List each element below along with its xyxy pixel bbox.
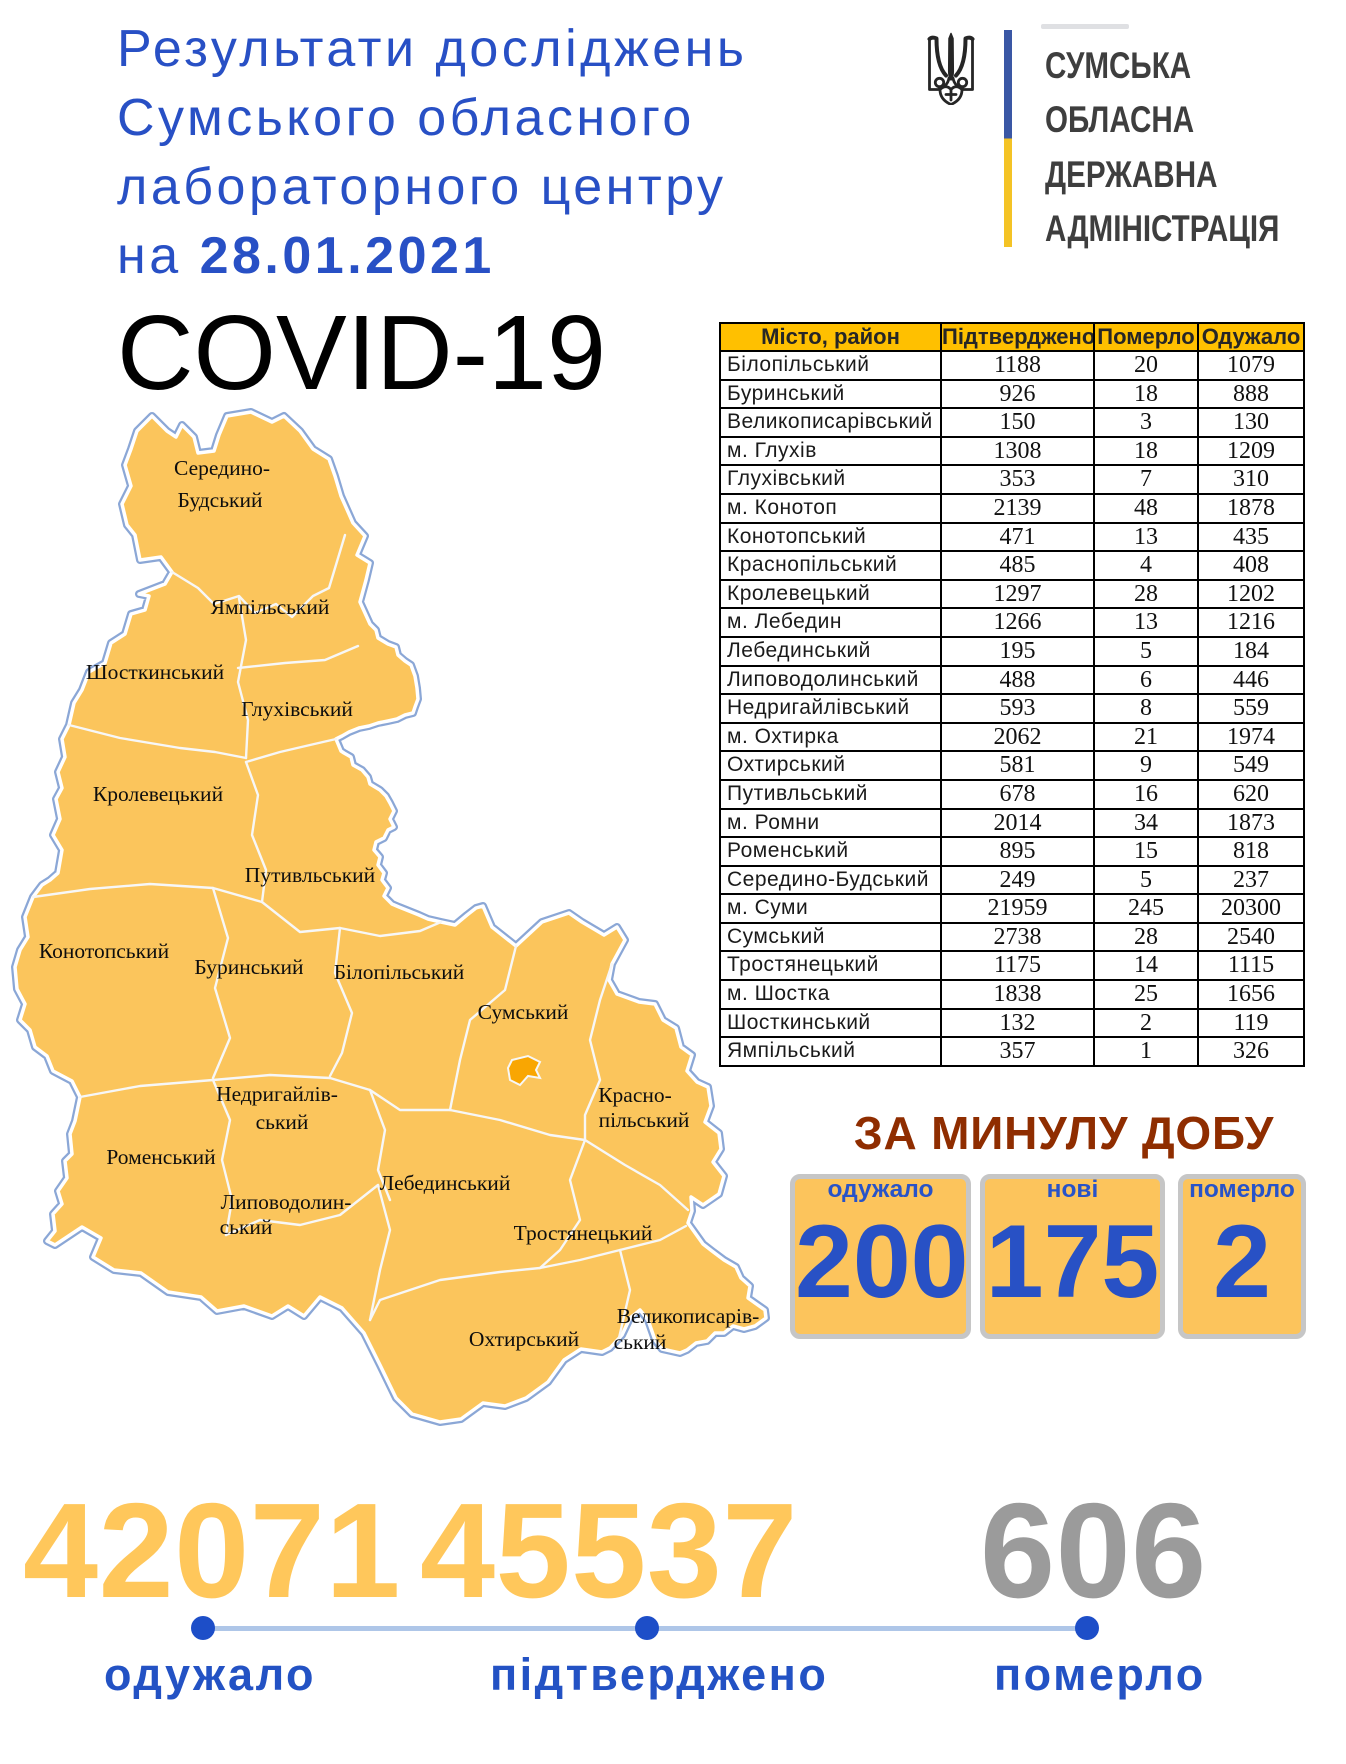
svg-text:Глухівський: Глухівський [241, 697, 353, 721]
svg-text:Сумський: Сумський [478, 1000, 569, 1024]
svg-text:Путивльський: Путивльський [245, 863, 375, 887]
svg-text:Ямпільський: Ямпільський [211, 595, 330, 619]
svg-text:Буринський: Буринський [194, 955, 303, 979]
svg-text:Середино-: Середино- [174, 456, 270, 480]
svg-text:Кролевецький: Кролевецький [93, 782, 223, 806]
svg-text:Роменський: Роменський [106, 1145, 215, 1169]
svg-text:ський: ський [614, 1330, 667, 1354]
svg-text:ський: ський [256, 1110, 309, 1134]
svg-text:Конотопський: Конотопський [39, 939, 169, 963]
svg-text:Великописарів-: Великописарів- [617, 1304, 760, 1328]
svg-text:Тростянецький: Тростянецький [514, 1221, 653, 1245]
svg-text:Липоводолин-: Липоводолин- [221, 1190, 352, 1214]
svg-text:Лебединський: Лебединський [380, 1171, 511, 1195]
svg-text:Охтирський: Охтирський [469, 1327, 579, 1351]
svg-text:пільський: пільський [599, 1108, 690, 1132]
svg-text:Будський: Будський [178, 488, 263, 512]
svg-text:Недригайлів-: Недригайлів- [216, 1082, 338, 1106]
svg-text:Шосткинський: Шосткинський [86, 660, 224, 684]
svg-text:Білопільський: Білопільський [334, 960, 465, 984]
svg-text:ський: ський [220, 1215, 273, 1239]
svg-text:Красно-: Красно- [598, 1083, 672, 1107]
